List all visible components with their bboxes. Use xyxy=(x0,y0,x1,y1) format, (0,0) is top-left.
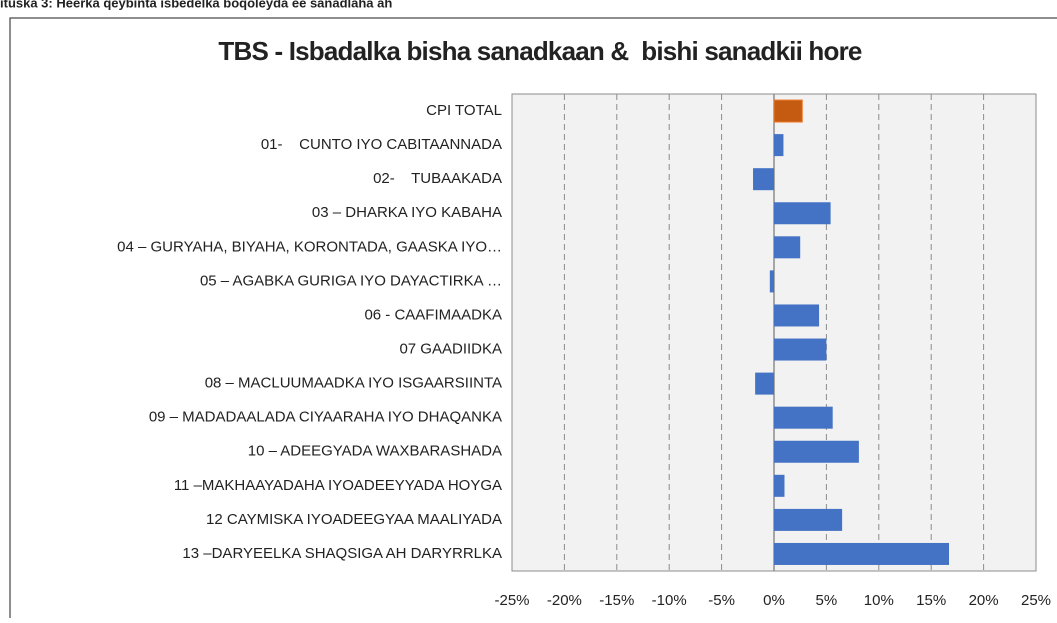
y-tick-label: 02- TUBAAKADA xyxy=(373,170,502,187)
y-tick-label: 01- CUNTO IYO CABITAANNADA xyxy=(261,136,502,153)
x-tick-label: 20% xyxy=(969,592,999,609)
chart-title: TBS - Isbadalka bisha sanadkaan & bishi … xyxy=(218,36,861,66)
bar xyxy=(774,542,950,565)
x-tick-label: 0% xyxy=(763,592,785,609)
y-tick-label: 06 - CAAFIMAADKA xyxy=(364,306,502,323)
bar xyxy=(774,474,785,497)
y-tick-label: CPI TOTAL xyxy=(426,102,502,119)
x-tick-label: 15% xyxy=(916,592,946,609)
y-tick-label: 03 – DHARKA IYO KABAHA xyxy=(312,204,502,221)
y-tick-label: 04 – GURYAHA, BIYAHA, KORONTADA, GAASKA … xyxy=(117,238,502,255)
bar xyxy=(774,508,843,531)
x-tick-label: -15% xyxy=(599,592,634,609)
y-tick-label: 12 CAYMISKA IYOADEEGYAA MAALIYADA xyxy=(206,511,502,528)
y-tick-label: 08 – MACLUUMAADKA IYO ISGAARSIINTA xyxy=(205,375,502,392)
bar xyxy=(774,406,833,429)
x-tick-label: -5% xyxy=(708,592,735,609)
x-tick-label: 5% xyxy=(816,592,838,609)
bar xyxy=(774,134,784,157)
y-tick-label: 07 GAADIIDKA xyxy=(399,341,502,358)
x-tick-label: 25% xyxy=(1021,592,1051,609)
bar xyxy=(769,270,774,293)
y-tick-label: 11 –MAKHAAYADAHA IYOADEEYYADA HOYGA xyxy=(174,477,502,494)
bar xyxy=(774,338,827,361)
x-tick-label: -25% xyxy=(494,592,529,609)
bar xyxy=(774,440,859,463)
bar xyxy=(774,236,801,259)
y-tick-label: 09 – MADADAALADA CIYAARAHA IYO DHAQANKA xyxy=(149,409,502,426)
bar xyxy=(774,202,831,225)
bar xyxy=(755,372,774,395)
y-tick-label: 10 – ADEEGYADA WAXBARASHADA xyxy=(248,443,502,460)
x-tick-label: -20% xyxy=(547,592,582,609)
bar xyxy=(753,168,774,191)
x-tick-label: -10% xyxy=(652,592,687,609)
bar xyxy=(774,304,820,327)
y-tick-label: 13 –DARYEELKA SHAQSIGA AH DARYRRLKA xyxy=(182,545,502,562)
x-tick-label: 10% xyxy=(864,592,894,609)
caption: ituska 3: Heerka qeybinta isbedelka boqo… xyxy=(0,0,392,10)
bar xyxy=(773,99,803,123)
y-tick-label: 05 – AGABKA GURIGA IYO DAYACTIRKA … xyxy=(200,272,502,289)
